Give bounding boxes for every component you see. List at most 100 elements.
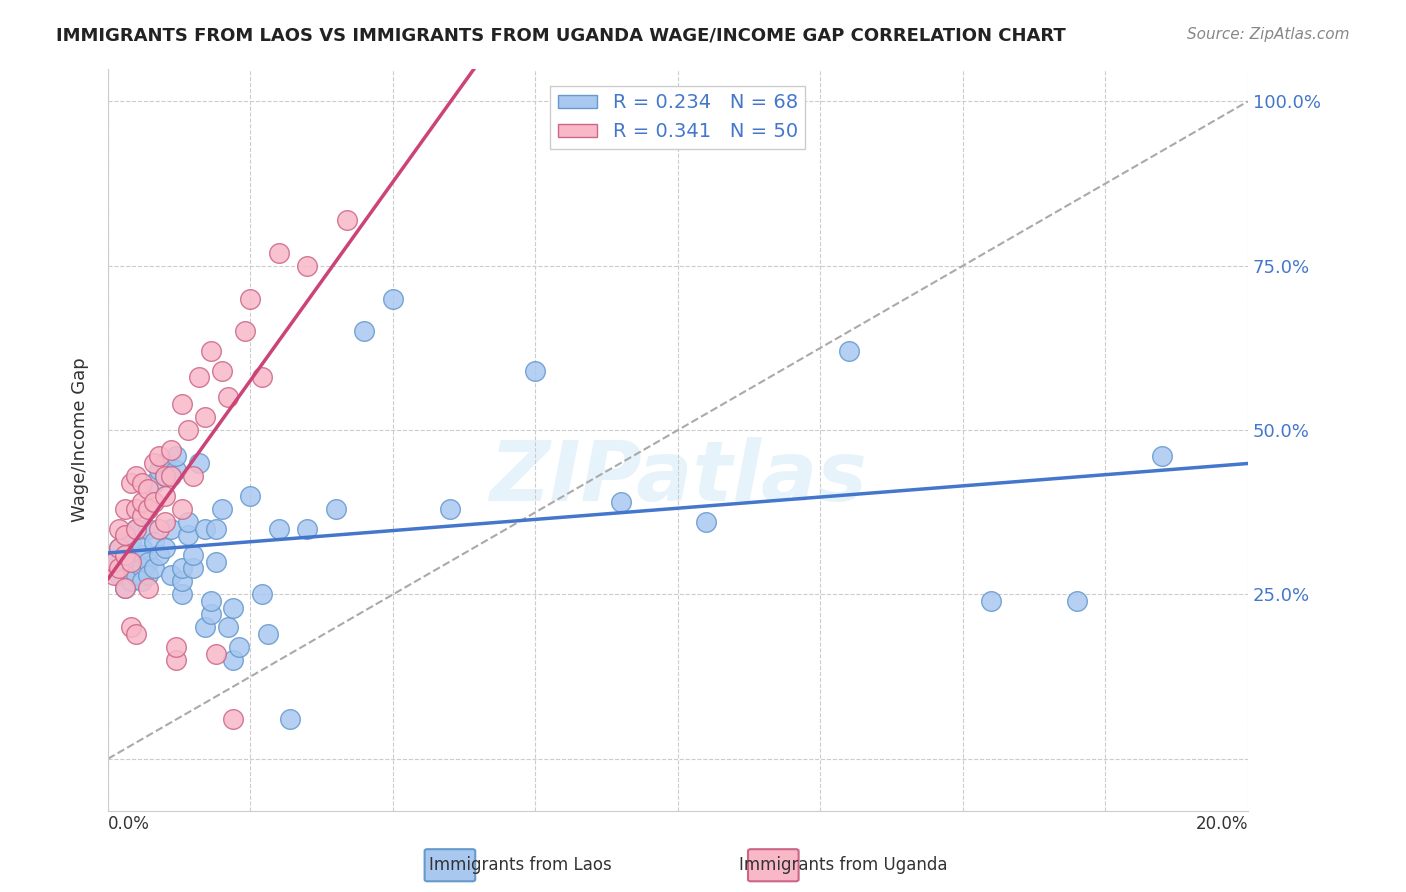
Point xyxy=(172,587,194,601)
Point xyxy=(177,423,200,437)
Point xyxy=(177,515,200,529)
Point xyxy=(256,627,278,641)
Point xyxy=(1066,594,1088,608)
Point xyxy=(114,581,136,595)
Point xyxy=(108,522,131,536)
Point xyxy=(120,620,142,634)
Text: Immigrants from Uganda: Immigrants from Uganda xyxy=(740,856,948,874)
Point xyxy=(194,620,217,634)
Point xyxy=(205,522,228,536)
Point xyxy=(108,567,131,582)
Point xyxy=(108,541,131,556)
Point xyxy=(524,364,547,378)
Point xyxy=(131,548,153,562)
Y-axis label: Wage/Income Gap: Wage/Income Gap xyxy=(72,358,89,523)
Text: 20.0%: 20.0% xyxy=(1195,814,1249,832)
Point xyxy=(267,522,290,536)
Point xyxy=(120,475,142,490)
Point xyxy=(188,456,211,470)
Text: Source: ZipAtlas.com: Source: ZipAtlas.com xyxy=(1187,27,1350,42)
Point xyxy=(439,502,461,516)
Point xyxy=(125,555,148,569)
Point xyxy=(297,259,319,273)
Point xyxy=(131,541,153,556)
Point xyxy=(148,462,170,476)
Point xyxy=(353,325,375,339)
Point xyxy=(200,594,222,608)
Point xyxy=(114,502,136,516)
Point xyxy=(159,522,181,536)
Point xyxy=(297,522,319,536)
Point xyxy=(222,653,245,667)
Point xyxy=(183,561,205,575)
Point xyxy=(148,522,170,536)
Point xyxy=(172,502,194,516)
Point xyxy=(103,555,125,569)
Point xyxy=(114,581,136,595)
Point xyxy=(194,409,217,424)
Point xyxy=(153,489,176,503)
Point xyxy=(114,548,136,562)
Text: IMMIGRANTS FROM LAOS VS IMMIGRANTS FROM UGANDA WAGE/INCOME GAP CORRELATION CHART: IMMIGRANTS FROM LAOS VS IMMIGRANTS FROM … xyxy=(56,27,1066,45)
Point xyxy=(120,534,142,549)
Point xyxy=(172,397,194,411)
Point xyxy=(205,647,228,661)
Point xyxy=(183,469,205,483)
Point xyxy=(211,364,233,378)
Point xyxy=(159,442,181,457)
Text: ZIPatlas: ZIPatlas xyxy=(489,436,868,517)
Point xyxy=(205,555,228,569)
Point xyxy=(188,370,211,384)
Point xyxy=(211,502,233,516)
Point xyxy=(695,515,717,529)
Point xyxy=(165,653,187,667)
Text: 0.0%: 0.0% xyxy=(108,814,150,832)
Point xyxy=(142,495,165,509)
Point xyxy=(131,508,153,523)
Point xyxy=(183,548,205,562)
Legend: R = 0.234   N = 68, R = 0.341   N = 50: R = 0.234 N = 68, R = 0.341 N = 50 xyxy=(550,86,806,149)
Point xyxy=(136,555,159,569)
Point xyxy=(142,534,165,549)
Point xyxy=(125,502,148,516)
Point xyxy=(153,456,176,470)
Point xyxy=(103,567,125,582)
Point xyxy=(280,712,302,726)
Point xyxy=(153,541,176,556)
Point xyxy=(222,712,245,726)
Point xyxy=(838,344,860,359)
Point xyxy=(108,541,131,556)
Point xyxy=(142,475,165,490)
Point xyxy=(125,522,148,536)
Point xyxy=(250,370,273,384)
Point xyxy=(103,555,125,569)
Point xyxy=(165,462,187,476)
Point xyxy=(381,292,404,306)
Point xyxy=(217,620,239,634)
Point xyxy=(131,574,153,589)
Point xyxy=(980,594,1002,608)
Point xyxy=(136,581,159,595)
Point xyxy=(148,450,170,464)
Point xyxy=(159,469,181,483)
Point xyxy=(142,561,165,575)
Point xyxy=(153,469,176,483)
Point xyxy=(177,528,200,542)
Point xyxy=(142,456,165,470)
Point xyxy=(136,482,159,496)
Point xyxy=(165,640,187,654)
Point xyxy=(148,548,170,562)
Point xyxy=(610,495,633,509)
Point xyxy=(267,245,290,260)
Point xyxy=(125,469,148,483)
Point xyxy=(336,212,359,227)
FancyBboxPatch shape xyxy=(425,849,475,881)
Point xyxy=(125,567,148,582)
Point xyxy=(217,390,239,404)
Point xyxy=(136,522,159,536)
Point xyxy=(120,555,142,569)
Point xyxy=(131,561,153,575)
Point xyxy=(159,567,181,582)
Point xyxy=(108,561,131,575)
Point xyxy=(114,528,136,542)
